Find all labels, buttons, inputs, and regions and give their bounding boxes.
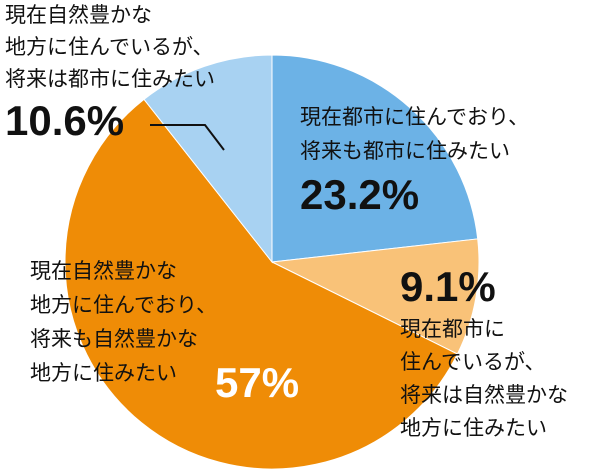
pie-slice — [271, 54, 479, 263]
category-label: 将来は自然豊かな — [400, 383, 568, 407]
pie-slice — [143, 54, 273, 264]
category-label: 現在自然豊かな — [5, 3, 152, 27]
category-label: 将来も都市に住みたい — [300, 139, 510, 163]
category-label: 地方に住みたい — [400, 416, 547, 440]
value-label: 23.2% — [300, 171, 419, 218]
category-label: 現在都市に住んでおり、 — [300, 105, 529, 129]
category-label: 地方に住んでいるが、 — [5, 35, 214, 59]
value-label: 57% — [215, 359, 299, 406]
pie-slice — [64, 98, 459, 470]
category-label: 住んでいるが、 — [400, 350, 546, 374]
category-label: 地方に住みたい — [30, 361, 177, 385]
value-label: 9.1% — [400, 263, 496, 310]
category-label: 将来も自然豊かな — [30, 327, 198, 351]
category-label: 将来は都市に住みたい — [5, 67, 215, 91]
category-label: 現在都市に — [400, 317, 505, 341]
value-label: 10.6% — [5, 97, 124, 144]
category-label: 現在自然豊かな — [30, 259, 177, 283]
pie-slice — [270, 238, 480, 355]
leader-line — [150, 124, 225, 151]
category-label: 地方に住んでおり、 — [30, 293, 217, 317]
